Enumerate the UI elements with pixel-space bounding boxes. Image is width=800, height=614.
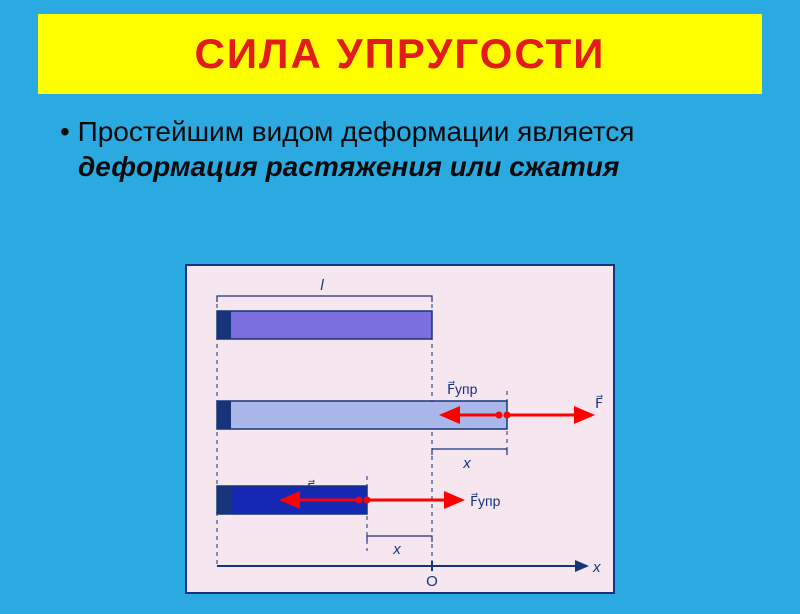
description-emph: деформация растяжения или сжатия [78, 151, 619, 182]
bar-rest [217, 311, 432, 339]
force-fupr-compress-label: F⃗упр [470, 492, 501, 509]
force-f-compress-origin [356, 497, 363, 504]
brace-x-compress-label: x [392, 541, 401, 558]
diagram-svg: l x x F⃗упр F⃗ F⃗ F⃗упр Ox [187, 266, 617, 596]
bar-stretched-cap [217, 401, 231, 429]
page-title: СИЛА УПРУГОСТИ [195, 30, 606, 77]
title-banner: СИЛА УПРУГОСТИ [38, 14, 762, 94]
description-lead: Простейшим видом деформации является [78, 116, 635, 147]
origin-label: O [426, 573, 438, 590]
brace-l-label: l [320, 277, 324, 294]
force-fupr-stretch-label: F⃗упр [447, 380, 478, 397]
bar-compressed-cap [217, 486, 231, 514]
force-f-compress-label: F⃗ [307, 479, 315, 496]
bar-rest-cap [217, 311, 231, 339]
force-f-stretch-label: F⃗ [595, 394, 603, 411]
force-fupr-compress-origin [364, 497, 371, 504]
description-paragraph: Простейшим видом деформации является деф… [60, 114, 750, 184]
axis-label: x [592, 559, 601, 576]
force-f-stretch-origin [504, 412, 511, 419]
deformation-diagram: l x x F⃗упр F⃗ F⃗ F⃗упр Ox [185, 264, 615, 594]
brace-l [217, 296, 432, 302]
brace-x-stretch-label: x [462, 455, 471, 472]
force-fupr-stretch-origin [496, 412, 503, 419]
